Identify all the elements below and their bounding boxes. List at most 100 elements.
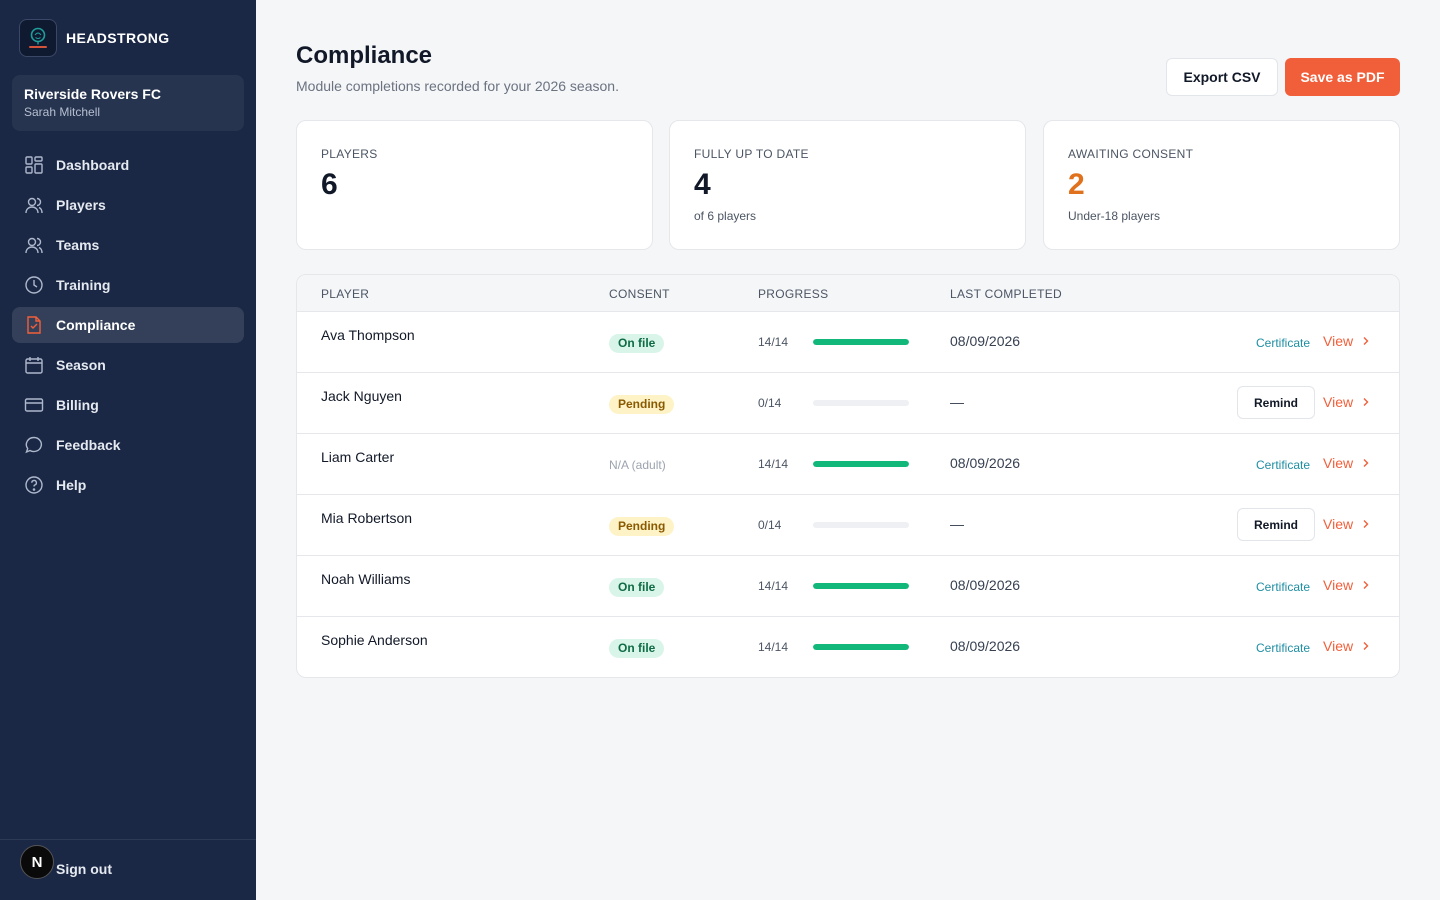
sidebar-nav: Dashboard Players Teams Training Complia… — [12, 147, 244, 507]
player-name: Mia Robertson — [321, 510, 413, 526]
view-link[interactable]: View — [1323, 577, 1370, 593]
last-completed: 08/09/2026 — [950, 638, 1021, 654]
remind-button[interactable]: Remind — [1237, 508, 1315, 541]
view-link[interactable]: View — [1323, 516, 1370, 532]
sidebar-item-players[interactable]: Players — [12, 187, 244, 223]
sidebar-item-dashboard[interactable]: Dashboard — [12, 147, 244, 183]
certificate-link[interactable]: Certificate — [1256, 641, 1311, 655]
table-row[interactable]: Jack Nguyen Pending 0/14 — Remind View — [297, 373, 1399, 434]
progress-bar — [813, 400, 909, 406]
sidebar: HEADSTRONG Riverside Rovers FC Sarah Mit… — [0, 0, 256, 900]
view-link[interactable]: View — [1323, 638, 1370, 654]
avatar[interactable]: N — [20, 845, 54, 879]
sidebar-item-label: Season — [56, 357, 106, 373]
progress-fill — [813, 339, 909, 345]
sidebar-item-billing[interactable]: Billing — [12, 387, 244, 423]
stat-label: PLAYERS — [321, 147, 378, 161]
remind-button[interactable]: Remind — [1237, 386, 1315, 419]
user-icon — [24, 195, 44, 215]
progress-bar — [813, 644, 909, 650]
player-name: Jack Nguyen — [321, 388, 402, 404]
chevron-right-icon — [1363, 520, 1369, 528]
chevron-right-icon — [1363, 642, 1369, 650]
calendar-icon — [24, 355, 44, 375]
grid-icon — [24, 155, 44, 175]
sidebar-item-label: Training — [56, 277, 111, 293]
table-row[interactable]: Sophie Anderson On file 14/14 08/09/2026 Cer… — [297, 617, 1399, 677]
table-header: PLAYER CONSENT PROGRESS LAST COMPLETED — [297, 275, 1399, 312]
view-label: View — [1323, 516, 1354, 532]
stat-card-players: PLAYERS 6 — [296, 120, 653, 250]
consent-badge: On file — [609, 334, 665, 353]
sign-out-button[interactable]: Sign out — [56, 861, 112, 877]
consent-badge: N/A (adult) — [609, 458, 666, 472]
save-pdf-button[interactable]: Save as PDF — [1285, 58, 1400, 96]
sidebar-item-teams[interactable]: Teams — [12, 227, 244, 263]
table-row[interactable]: Mia Robertson Pending 0/14 — Remind View — [297, 495, 1399, 556]
progress-text: 14/14 — [758, 457, 789, 471]
table-row[interactable]: Noah Williams On file 14/14 08/09/2026 Certi… — [297, 556, 1399, 617]
stat-label: AWAITING CONSENT — [1068, 147, 1194, 161]
brand[interactable]: HEADSTRONG — [19, 19, 170, 57]
help-circle-icon — [24, 475, 44, 495]
stat-value: 6 — [321, 168, 338, 201]
progress-bar — [813, 339, 909, 345]
consent-badge: Pending — [609, 395, 675, 414]
table-row[interactable]: Liam Carter N/A (adult) 14/14 08/09/2026 Cer… — [297, 434, 1399, 495]
sidebar-item-label: Dashboard — [56, 157, 130, 173]
sidebar-item-label: Teams — [56, 237, 100, 253]
export-csv-button[interactable]: Export CSV — [1166, 58, 1278, 96]
progress-bar — [813, 583, 909, 589]
certificate-link[interactable]: Certificate — [1256, 458, 1311, 472]
last-completed: 08/09/2026 — [950, 577, 1021, 593]
view-link[interactable]: View — [1323, 455, 1370, 471]
sidebar-item-help[interactable]: Help — [12, 467, 244, 503]
chevron-right-icon — [1363, 337, 1369, 345]
chat-icon — [24, 435, 44, 455]
view-link[interactable]: View — [1323, 333, 1370, 349]
last-completed: 08/09/2026 — [950, 333, 1021, 349]
certificate-link[interactable]: Certificate — [1256, 336, 1311, 350]
stat-value: 2 — [1068, 168, 1085, 201]
view-link[interactable]: View — [1323, 394, 1370, 410]
player-name: Ava Thompson — [321, 327, 415, 343]
brain-logo-icon — [19, 19, 57, 57]
last-completed: — — [950, 516, 964, 532]
last-completed: — — [950, 394, 964, 410]
table-row[interactable]: Ava Thompson On file 14/14 08/09/2026 Certif… — [297, 312, 1399, 373]
sidebar-item-training[interactable]: Training — [12, 267, 244, 303]
stat-sub: of 6 players — [694, 209, 757, 223]
consent-badge: Pending — [609, 517, 675, 536]
view-label: View — [1323, 638, 1354, 654]
clock-icon — [24, 275, 44, 295]
sidebar-item-feedback[interactable]: Feedback — [12, 427, 244, 463]
last-completed: 08/09/2026 — [950, 455, 1021, 471]
player-name: Noah Williams — [321, 571, 411, 587]
club-name: Riverside Rovers FC — [24, 86, 161, 102]
club-switcher[interactable]: Riverside Rovers FC Sarah Mitchell — [12, 75, 244, 131]
page-title: Compliance — [296, 42, 433, 69]
stat-card-up-to-date: FULLY UP TO DATE 4 of 6 players — [669, 120, 1026, 250]
progress-fill — [813, 461, 909, 467]
sidebar-item-compliance[interactable]: Compliance — [12, 307, 244, 343]
column-header-consent: CONSENT — [609, 287, 670, 301]
view-label: View — [1323, 333, 1354, 349]
page-subtitle: Module completions recorded for your 202… — [296, 78, 619, 94]
consent-badge: On file — [609, 639, 665, 658]
view-label: View — [1323, 394, 1354, 410]
document-check-icon — [24, 315, 44, 335]
progress-bar — [813, 522, 909, 528]
progress-text: 14/14 — [758, 640, 789, 654]
progress-text: 14/14 — [758, 579, 789, 593]
stat-card-awaiting-consent: AWAITING CONSENT 2 Under-18 players — [1043, 120, 1400, 250]
sidebar-item-season[interactable]: Season — [12, 347, 244, 383]
sidebar-item-label: Billing — [56, 397, 99, 413]
stat-label: FULLY UP TO DATE — [694, 147, 809, 161]
credit-card-icon — [24, 395, 44, 415]
stat-value: 4 — [694, 168, 711, 201]
view-label: View — [1323, 455, 1354, 471]
progress-text: 0/14 — [758, 518, 782, 532]
certificate-link[interactable]: Certificate — [1256, 580, 1311, 594]
column-header-progress: PROGRESS — [758, 287, 829, 301]
sidebar-item-label: Feedback — [56, 437, 121, 453]
